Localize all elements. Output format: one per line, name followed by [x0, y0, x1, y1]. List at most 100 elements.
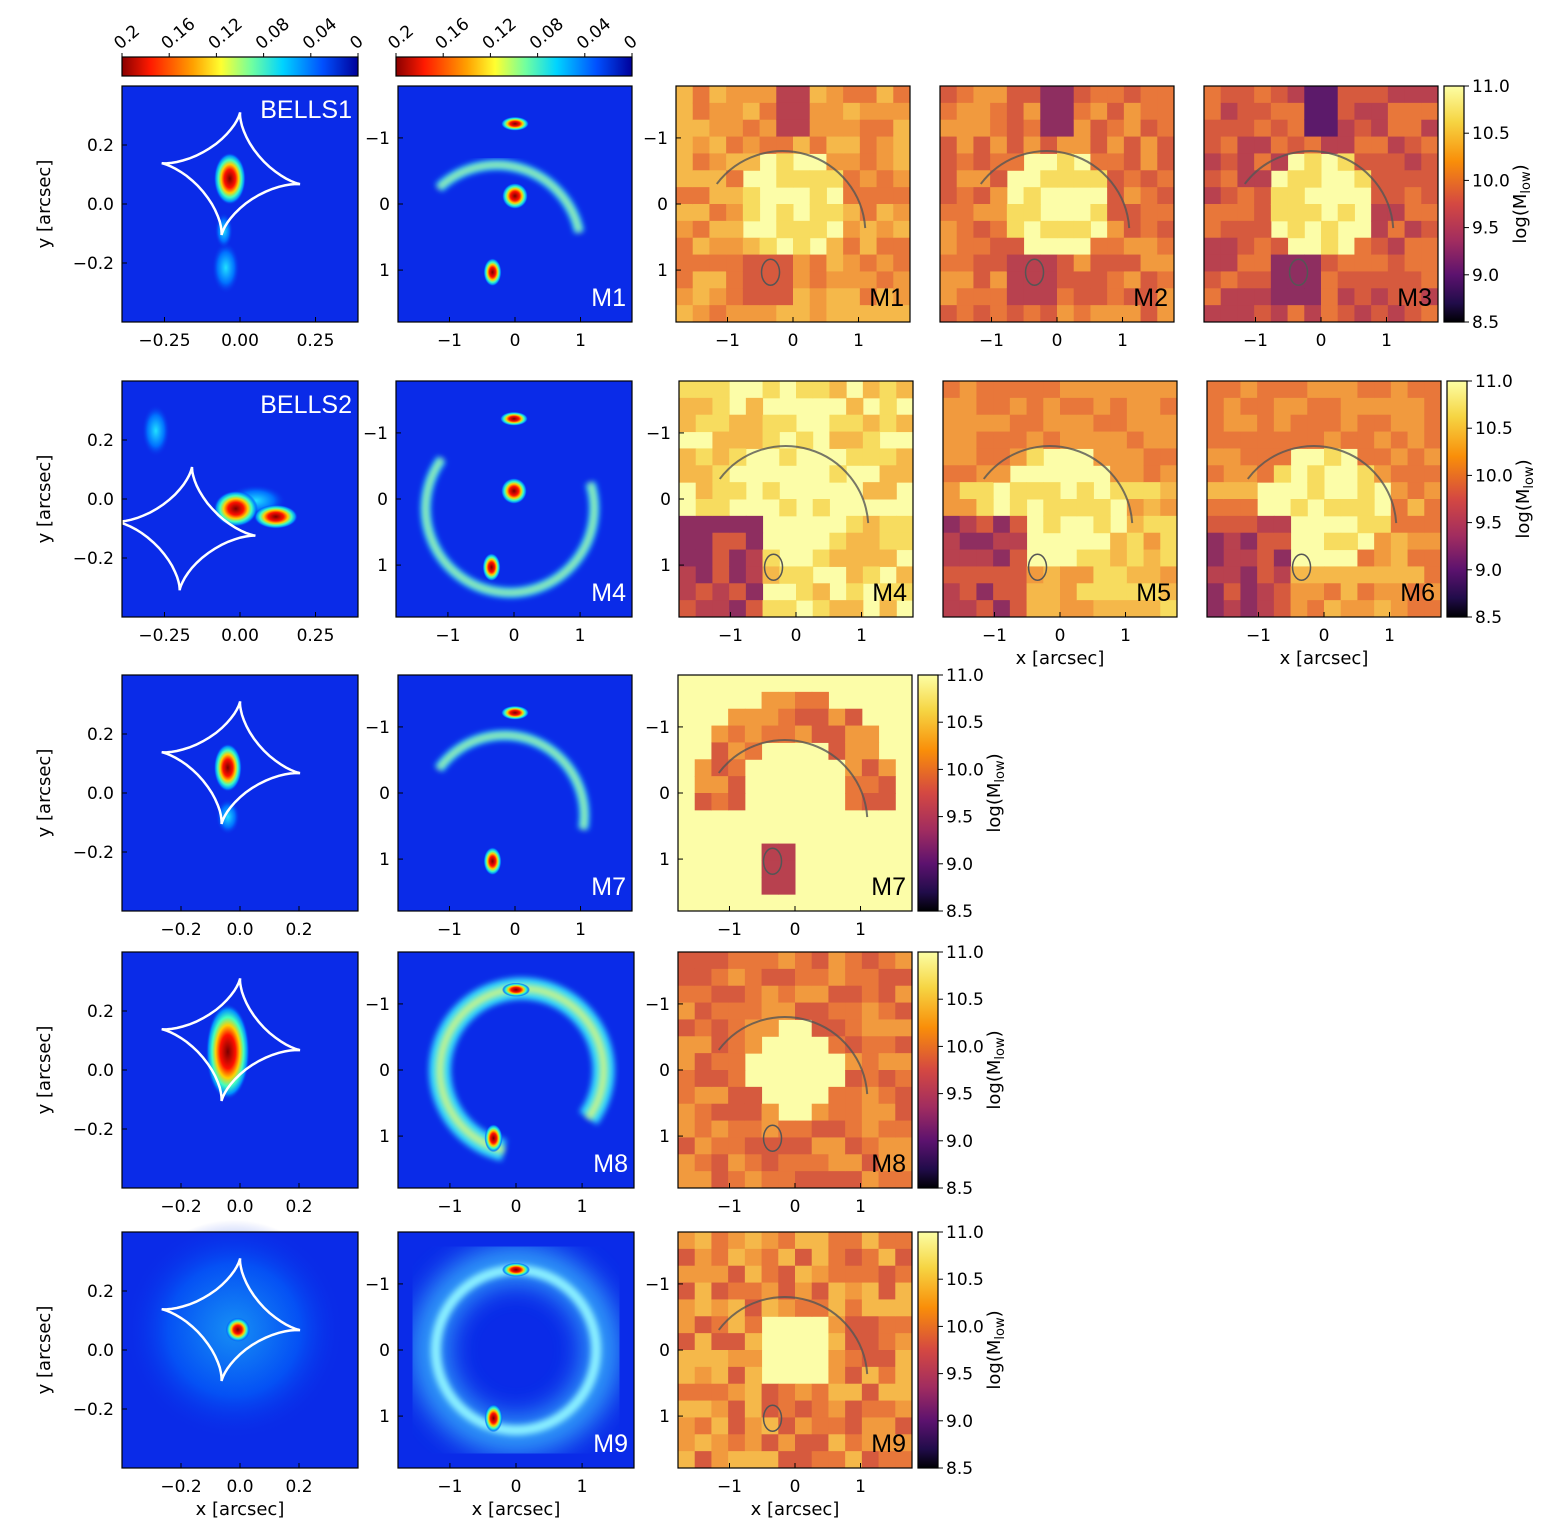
colorbar-label-main: log(M	[984, 1340, 1005, 1390]
map-pixel	[1304, 254, 1322, 272]
map-pixel	[878, 1070, 896, 1088]
map-pixel	[694, 1103, 712, 1122]
map-pixel	[1093, 583, 1111, 601]
map-pixel	[761, 691, 779, 710]
map-pixel	[711, 1036, 729, 1054]
map-pixel	[795, 952, 813, 970]
map-pixel	[859, 254, 878, 272]
map-pixel	[1273, 465, 1292, 483]
map-pixel	[1324, 431, 1342, 449]
map-pixel	[943, 600, 961, 618]
map-pixel	[761, 877, 779, 895]
y-tick-label: −1	[363, 424, 388, 444]
map-pixel	[845, 1248, 863, 1267]
map-pixel	[876, 170, 894, 188]
map-pixel	[1076, 566, 1094, 584]
map-pixel	[895, 1171, 913, 1189]
lensed-arc-core	[435, 984, 608, 1155]
map-pixel	[1387, 271, 1406, 289]
map-pixel	[829, 549, 847, 567]
map-pixel	[1357, 583, 1375, 601]
map-pixel	[1304, 102, 1322, 121]
map-pixel	[1321, 86, 1339, 104]
map-pixel	[796, 566, 814, 584]
map-pixel	[1390, 566, 1409, 584]
map-pixel	[728, 1232, 746, 1250]
map-pixel	[990, 254, 1008, 272]
map-pixel	[694, 1137, 712, 1155]
map-pixel	[678, 1120, 696, 1138]
map-pixel	[1057, 220, 1075, 239]
map-pixel	[1157, 86, 1175, 104]
map-pixel	[1093, 448, 1111, 466]
x-tick-label: 1	[577, 1477, 588, 1497]
map-pixel	[1354, 102, 1372, 121]
map-pixel	[973, 220, 991, 239]
map-pixel	[694, 1019, 712, 1037]
image-knot	[482, 553, 501, 582]
mass-map-panel: −1 0 1M3	[1203, 85, 1439, 351]
y-tick-label: 0	[659, 1341, 670, 1361]
map-pixel	[1110, 600, 1128, 618]
map-pixel	[744, 725, 763, 743]
map-pixel	[761, 1103, 779, 1122]
map-pixel	[876, 237, 894, 256]
map-pixel	[796, 431, 814, 449]
colorbar-gradient	[121, 56, 359, 77]
map-pixel	[1290, 600, 1308, 618]
y-tick-label: 0	[379, 1341, 390, 1361]
map-pixel	[896, 515, 914, 534]
y-tick-label: 1	[379, 261, 390, 281]
map-pixel	[1160, 515, 1178, 534]
map-pixel	[893, 187, 911, 205]
map-pixel	[711, 968, 729, 987]
map-pixel	[1073, 86, 1091, 104]
source-background	[122, 675, 358, 911]
map-pixel	[744, 1232, 763, 1250]
map-pixel	[956, 220, 974, 239]
map-pixel	[1273, 448, 1292, 466]
map-pixel	[845, 952, 863, 970]
map-pixel	[744, 1400, 763, 1418]
map-pixel	[726, 136, 744, 154]
map-pixel	[1126, 465, 1145, 483]
colorbar-label-close: )	[984, 1030, 1005, 1037]
map-pixel	[1390, 482, 1409, 500]
y-tick-label: −0.2	[73, 549, 114, 569]
map-pixel	[1143, 566, 1161, 584]
map-pixel	[862, 414, 881, 433]
map-pixel	[759, 86, 777, 104]
map-pixel	[1424, 448, 1442, 466]
map-pixel	[943, 566, 961, 584]
map-pixel	[828, 1451, 846, 1469]
map-pixel	[795, 985, 813, 1004]
map-pixel	[1340, 499, 1358, 517]
map-pixel	[1026, 448, 1044, 466]
x-tick-label: 0	[511, 1197, 522, 1217]
y-tick-label: 1	[657, 261, 668, 281]
map-pixel	[1076, 499, 1094, 517]
map-pixel	[829, 465, 847, 483]
map-pixel	[709, 119, 727, 138]
map-pixel	[993, 583, 1011, 601]
map-pixel	[861, 968, 880, 987]
map-pixel	[1240, 448, 1258, 466]
map-pixel	[694, 1299, 712, 1317]
map-pixel	[1023, 305, 1041, 323]
colorbar-gradient	[395, 56, 633, 77]
caustic-curve	[161, 701, 301, 825]
lensed-arc-core	[437, 162, 582, 233]
map-pixel	[1040, 254, 1058, 272]
map-pixel	[1143, 414, 1161, 433]
map-pixel	[709, 288, 727, 306]
map-pixel	[676, 271, 694, 289]
map-pixel	[826, 136, 844, 154]
map-pixel	[778, 860, 796, 878]
map-pixel	[845, 1350, 863, 1368]
map-pixel	[678, 1434, 696, 1452]
map-pixel	[778, 843, 796, 861]
map-pixel	[778, 1232, 796, 1250]
map-pixel	[878, 1417, 896, 1435]
image-knot	[501, 116, 529, 131]
